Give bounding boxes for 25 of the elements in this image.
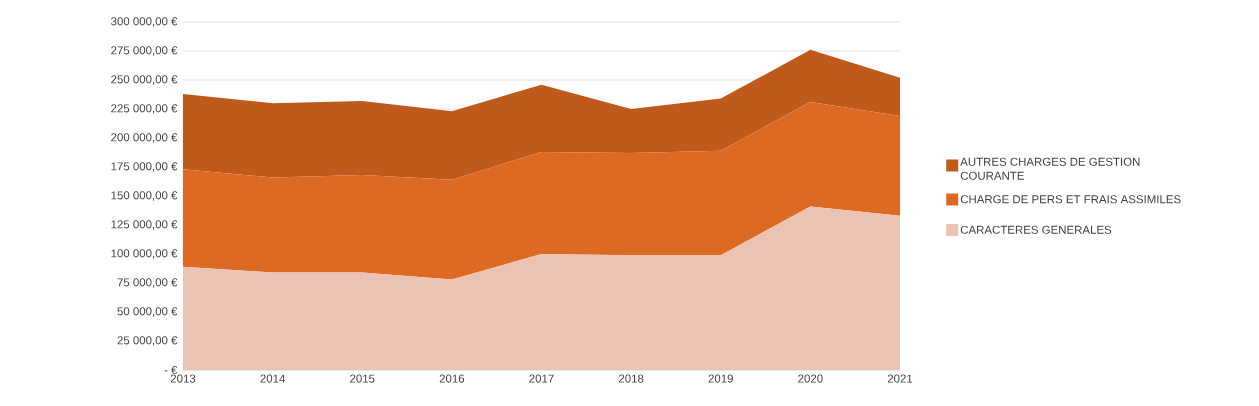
x-tick-label: 2021: [887, 374, 913, 383]
y-tick-label: 150 000,00 €: [111, 191, 178, 201]
y-tick-label: 225 000,00 €: [111, 104, 178, 114]
x-tick-label: 2014: [260, 374, 286, 383]
y-tick-label: 200 000,00 €: [111, 133, 178, 143]
legend-label: CHARGE DE PERS ET FRAIS ASSIMILES: [960, 195, 1181, 204]
x-tick-label: 2015: [350, 374, 375, 383]
x-tick-label: 2020: [798, 374, 823, 383]
legend-label: CARACTERES GENERALES: [960, 225, 1112, 234]
x-tick-label: 2018: [618, 374, 644, 383]
y-tick-label: 300 000,00 €: [111, 17, 178, 27]
y-tick-label: 75 000,00 €: [117, 278, 178, 288]
x-tick-label: 2016: [439, 374, 465, 383]
x-tick-label: 2019: [708, 374, 733, 383]
y-tick-label: 50 000,00 €: [117, 307, 178, 317]
y-tick-label: 125 000,00 €: [111, 220, 178, 230]
y-tick-label: 100 000,00 €: [111, 249, 178, 259]
x-tick-label: 2017: [529, 374, 554, 383]
x-tick-label: 2013: [170, 374, 196, 383]
y-tick-label: 25 000,00 €: [117, 336, 178, 346]
y-tick-label: 175 000,00 €: [111, 162, 178, 172]
legend-label: AUTRES CHARGES DE GESTION COURANTE: [960, 157, 1140, 180]
y-tick-label: - €: [164, 365, 178, 375]
y-tick-label: 250 000,00 €: [111, 75, 178, 85]
y-tick-label: 275 000,00 €: [111, 46, 178, 56]
